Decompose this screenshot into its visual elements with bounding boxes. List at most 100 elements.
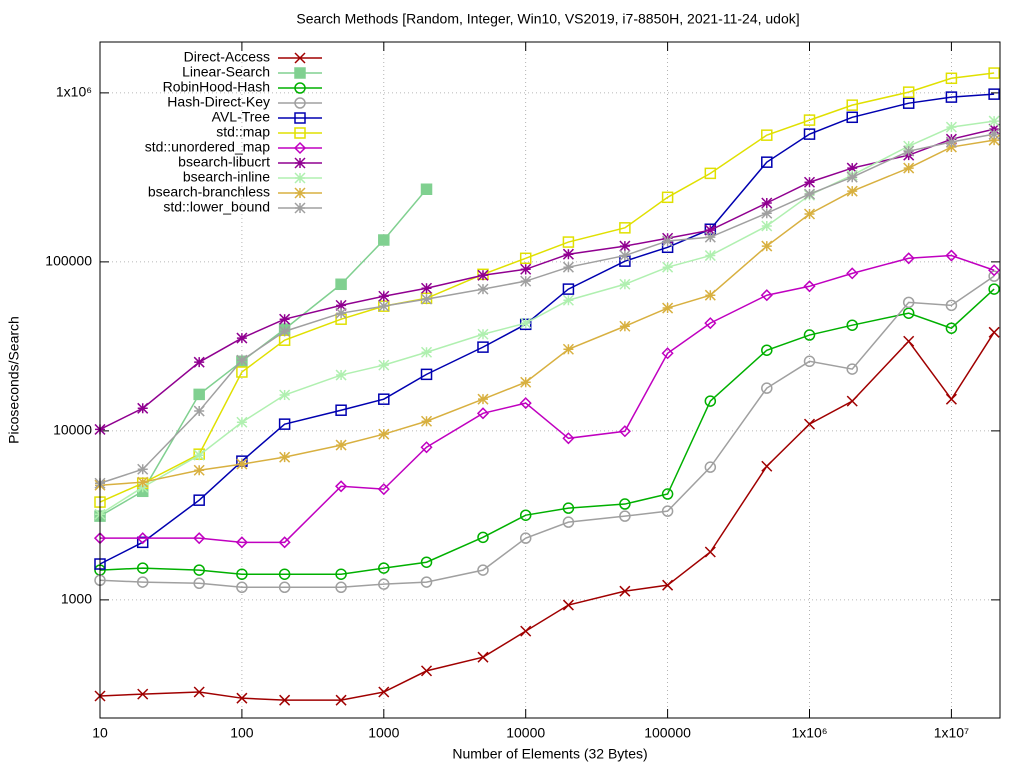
x-tick-label: 1x10⁶ <box>791 725 827 741</box>
point <box>661 488 674 500</box>
point <box>760 289 773 302</box>
point <box>193 449 205 461</box>
point <box>662 302 674 314</box>
point <box>136 532 149 545</box>
point <box>619 278 631 290</box>
x-axis-label: Number of Elements (32 Bytes) <box>452 746 647 762</box>
point <box>562 261 574 273</box>
point <box>294 202 306 214</box>
point <box>420 441 433 454</box>
point <box>704 461 717 473</box>
point <box>335 404 347 416</box>
point <box>476 407 490 420</box>
legend-label: std::lower_bound <box>163 199 270 215</box>
point <box>945 322 958 334</box>
point <box>846 395 858 407</box>
point <box>477 341 489 353</box>
point <box>477 269 489 281</box>
series-line <box>99 331 995 701</box>
x-tick-label: 100 <box>230 725 254 741</box>
point <box>988 128 1000 140</box>
point <box>236 366 248 378</box>
point <box>945 91 958 103</box>
point <box>704 167 717 180</box>
point <box>193 405 205 417</box>
point <box>562 516 575 528</box>
point <box>278 581 291 594</box>
point <box>562 432 575 445</box>
point <box>520 376 532 388</box>
point <box>619 585 631 597</box>
point <box>520 263 532 275</box>
point <box>520 275 532 287</box>
point <box>903 335 915 347</box>
point <box>803 114 816 126</box>
series-line <box>99 72 995 503</box>
point <box>335 307 347 319</box>
point <box>761 207 773 219</box>
point <box>378 393 390 405</box>
point <box>294 97 306 109</box>
point <box>420 576 433 588</box>
point <box>761 344 773 356</box>
point <box>294 187 306 199</box>
point <box>236 332 248 344</box>
chart-title: Search Methods [Random, Integer, Win10, … <box>296 11 799 27</box>
point <box>137 481 149 493</box>
point <box>236 354 248 366</box>
point <box>137 476 149 488</box>
point <box>420 368 433 381</box>
point <box>236 581 248 594</box>
point <box>193 686 205 698</box>
point <box>236 568 248 580</box>
point <box>761 156 773 168</box>
point <box>945 136 957 148</box>
legend-label: RobinHood-Hash <box>163 79 270 95</box>
point <box>519 532 532 544</box>
point <box>761 220 773 232</box>
point <box>846 162 858 174</box>
point <box>945 249 958 262</box>
point <box>235 536 248 549</box>
legend-label: AVL-Tree <box>212 109 271 125</box>
point <box>903 145 915 157</box>
point <box>988 264 1001 277</box>
point <box>193 494 205 506</box>
point <box>803 329 816 341</box>
point <box>902 97 915 109</box>
x-tick-label: 100000 <box>644 725 691 741</box>
point <box>236 458 248 470</box>
point <box>420 665 433 677</box>
point <box>803 418 816 430</box>
point <box>294 112 306 124</box>
point <box>137 463 149 475</box>
point <box>846 111 858 124</box>
point <box>477 531 489 544</box>
point <box>137 688 149 700</box>
point <box>193 464 205 476</box>
point <box>294 157 306 169</box>
point <box>704 250 716 262</box>
point <box>420 293 433 305</box>
point <box>335 694 347 706</box>
point <box>562 294 574 306</box>
point <box>378 234 390 246</box>
series-line <box>99 188 428 517</box>
point <box>335 278 347 291</box>
point <box>378 290 390 302</box>
point <box>988 270 1000 282</box>
point <box>279 313 291 325</box>
point <box>988 88 1000 100</box>
point <box>477 564 489 576</box>
point <box>294 172 306 184</box>
y-tick-label: 1000 <box>61 591 92 607</box>
point <box>662 261 674 273</box>
point <box>945 72 958 85</box>
point <box>420 556 433 568</box>
point <box>562 283 575 295</box>
point <box>846 171 858 183</box>
point <box>761 460 773 472</box>
point <box>988 67 1000 79</box>
point <box>562 236 575 248</box>
